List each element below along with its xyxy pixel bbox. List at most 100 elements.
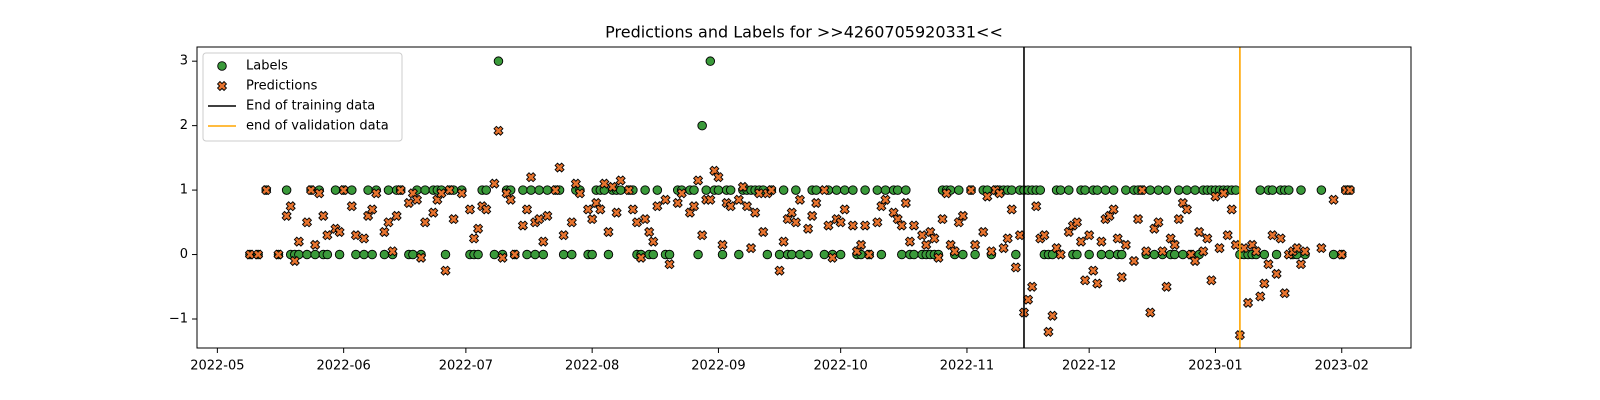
x-tick-label: 2022-08 <box>565 359 619 374</box>
prediction-point <box>965 184 977 196</box>
prediction-point <box>839 204 850 215</box>
label-point <box>603 249 614 260</box>
prediction-point <box>1039 230 1050 241</box>
legend-marker <box>217 61 227 71</box>
label-point <box>1231 185 1241 195</box>
prediction-point <box>1173 214 1184 225</box>
prediction-point <box>754 188 765 199</box>
prediction-point <box>566 217 577 228</box>
label-point <box>664 249 675 260</box>
label-point <box>872 185 883 195</box>
prediction-point <box>346 201 357 212</box>
prediction-point <box>350 230 361 241</box>
label-point <box>493 56 504 66</box>
prediction-point <box>1344 184 1355 196</box>
label-point <box>1011 249 1021 260</box>
label-point <box>839 185 850 195</box>
prediction-point <box>505 194 516 205</box>
prediction-point <box>904 236 916 247</box>
label-point <box>705 56 716 66</box>
label-point <box>811 185 821 195</box>
prediction-point <box>1071 217 1083 228</box>
prediction-point <box>652 201 663 212</box>
prediction-point <box>1206 275 1217 286</box>
label-point <box>909 249 919 260</box>
prediction-point <box>807 210 818 221</box>
prediction-point <box>615 175 626 186</box>
prediction-point <box>525 172 537 183</box>
prediction-point <box>383 217 394 228</box>
prediction-point <box>623 184 634 196</box>
prediction-point <box>733 194 744 205</box>
prediction-point <box>1128 255 1140 267</box>
y-tick-label: 0 <box>180 247 188 262</box>
prediction-point <box>1010 262 1021 273</box>
prediction-point <box>440 265 451 276</box>
prediction-point <box>627 204 638 215</box>
prediction-point <box>338 184 349 196</box>
prediction-point <box>603 226 614 238</box>
prediction-point <box>1112 233 1123 244</box>
prediction-point <box>994 188 1005 199</box>
prediction-point <box>745 243 757 254</box>
prediction-point <box>420 217 431 228</box>
legend-marker <box>216 80 228 92</box>
prediction-point <box>1222 230 1233 241</box>
prediction-point <box>921 239 932 250</box>
y-tick-label: 3 <box>180 54 188 69</box>
label-point <box>359 249 369 260</box>
label-point <box>1055 185 1066 195</box>
label-point <box>725 185 736 195</box>
label-point <box>322 249 333 260</box>
prediction-point <box>1271 268 1282 279</box>
label-point <box>481 185 491 195</box>
x-tick-label: 2022-09 <box>691 359 745 374</box>
prediction-point <box>1198 246 1209 257</box>
prediction-point <box>811 197 822 209</box>
x-tick-label: 2023-01 <box>1188 359 1242 374</box>
label-point <box>762 249 773 260</box>
prediction-point <box>1161 281 1172 292</box>
prediction-point <box>1279 288 1290 299</box>
prediction-point <box>1210 191 1221 202</box>
prediction-point <box>941 188 952 199</box>
prediction-point <box>725 201 736 212</box>
label-point <box>530 249 540 260</box>
prediction-point <box>1080 275 1091 286</box>
label-point <box>901 185 911 195</box>
prediction-point <box>635 252 647 263</box>
prediction-point <box>1031 201 1042 212</box>
label-point <box>1149 249 1160 260</box>
prediction-point <box>1132 214 1144 225</box>
prediction-point <box>802 223 814 234</box>
prediction-point <box>697 230 708 241</box>
label-point <box>420 185 430 195</box>
prediction-point <box>929 233 940 244</box>
label-point <box>518 185 528 195</box>
prediction-point <box>1226 204 1237 215</box>
prediction-point <box>737 181 748 192</box>
prediction-point <box>244 249 256 260</box>
prediction-point <box>595 204 606 215</box>
label-point <box>440 249 451 260</box>
prediction-point <box>1169 239 1180 250</box>
label-point <box>880 185 891 195</box>
prediction-point <box>957 210 968 221</box>
prediction-point <box>644 226 655 238</box>
label-point <box>892 185 903 195</box>
prediction-point <box>794 194 806 205</box>
label-point <box>734 249 744 260</box>
prediction-point <box>758 226 769 238</box>
label-point <box>958 249 968 260</box>
label-point <box>1080 185 1090 195</box>
label-point <box>713 185 724 195</box>
prediction-point <box>1088 265 1099 276</box>
prediction-point <box>289 255 300 267</box>
prediction-point <box>1242 297 1254 308</box>
label-point <box>897 249 907 260</box>
prediction-point <box>847 220 858 231</box>
prediction-point <box>648 236 659 247</box>
prediction-point <box>1047 310 1058 321</box>
prediction-point <box>456 188 467 199</box>
